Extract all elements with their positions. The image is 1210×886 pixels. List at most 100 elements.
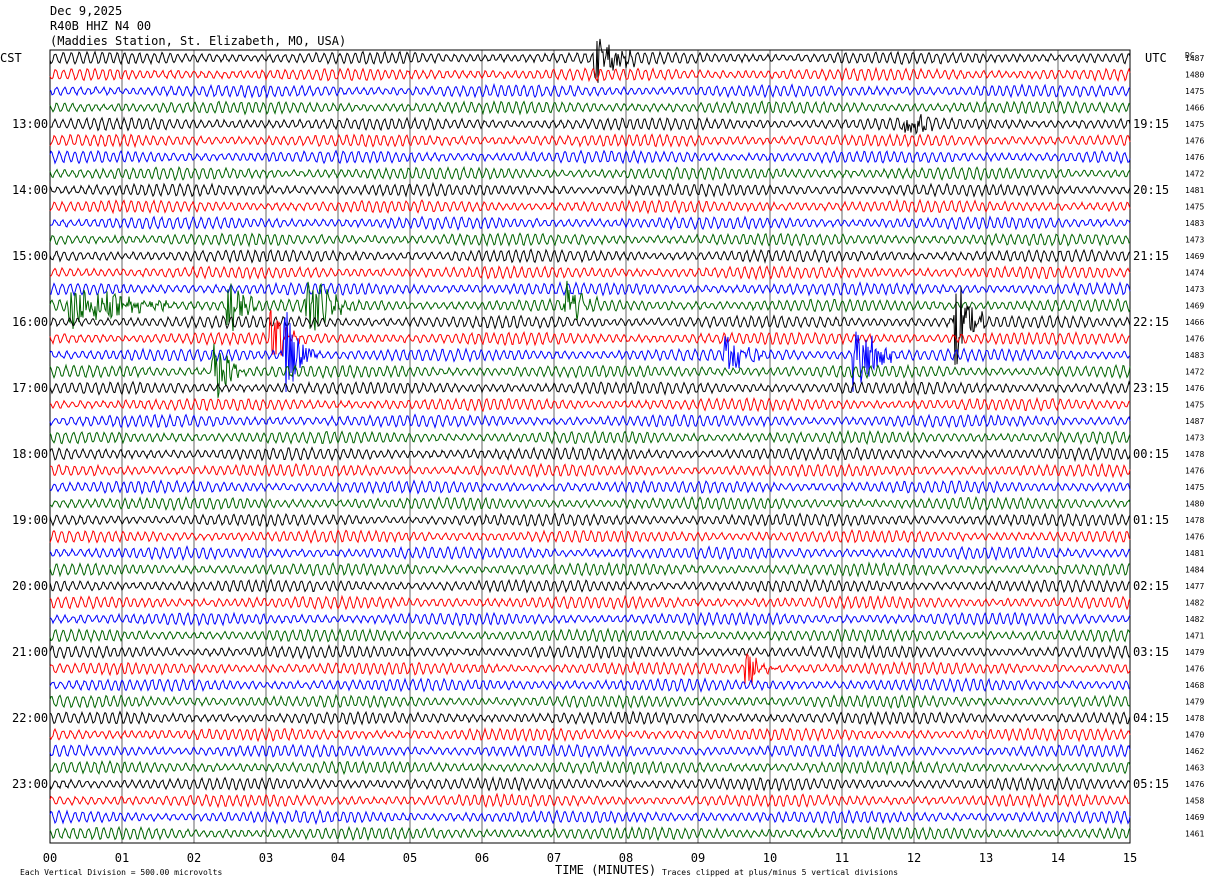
utc-time-label: 23:15 [1133, 381, 1169, 395]
cst-time-label: 13:00 [12, 117, 48, 131]
trace-line [49, 248, 1131, 264]
trace-line [49, 38, 1131, 83]
trace-line [49, 165, 1131, 182]
cst-time-label: 23:00 [12, 777, 48, 791]
dc-offset-label: 1462 [1185, 747, 1204, 756]
trace-line [49, 462, 1131, 479]
dc-offset-label: 1476 [1185, 153, 1204, 162]
dc-offset-label: 1458 [1185, 797, 1204, 806]
dc-offset-label: 1476 [1185, 533, 1204, 542]
dc-offset-label: 1461 [1185, 830, 1204, 839]
cst-time-label: 18:00 [12, 447, 48, 461]
dc-offset-label: 1472 [1185, 368, 1204, 377]
cst-time-label: 14:00 [12, 183, 48, 197]
x-tick-label: 13 [979, 851, 993, 865]
dc-offset-label: 1469 [1185, 252, 1204, 261]
x-tick-label: 01 [115, 851, 129, 865]
dc-offset-label: 1475 [1185, 203, 1204, 212]
trace-line [49, 611, 1131, 627]
dc-offset-label: 1469 [1185, 813, 1204, 822]
grid-lines [49, 49, 1131, 844]
x-tick-label: 12 [907, 851, 921, 865]
x-axis-title: TIME (MINUTES) [555, 863, 656, 877]
dc-offset-label: 1469 [1185, 302, 1204, 311]
trace-line [49, 825, 1131, 842]
x-tick-label: 04 [331, 851, 345, 865]
x-tick-label: 10 [763, 851, 777, 865]
dc-offset-label: 1487 [1185, 54, 1204, 63]
station-name: (Maddies Station, St. Elizabeth, MO, USA… [50, 34, 347, 48]
trace-line [49, 312, 1131, 393]
cst-time-label: 16:00 [12, 315, 48, 329]
trace-line [49, 710, 1131, 726]
utc-time-label: 20:15 [1133, 183, 1169, 197]
trace-line [49, 215, 1131, 231]
trace-line [49, 429, 1131, 446]
x-tick-label: 09 [691, 851, 705, 865]
trace-line [49, 561, 1131, 578]
utc-time-label: 01:15 [1133, 513, 1169, 527]
cst-time-label: 15:00 [12, 249, 48, 263]
dc-offset-label: 1468 [1185, 681, 1204, 690]
dc-offset-label: 1475 [1185, 87, 1204, 96]
trace-line [49, 594, 1131, 611]
right-axis-title: UTC [1145, 51, 1167, 65]
trace-line [49, 775, 1131, 792]
dc-offset-label: 1474 [1185, 269, 1204, 278]
x-tick-label: 08 [619, 851, 633, 865]
x-tick-label: 15 [1123, 851, 1137, 865]
dc-offset-label: 1473 [1185, 236, 1204, 245]
dc-offset-label: 1476 [1185, 665, 1204, 674]
trace-line [49, 114, 1131, 135]
dc-offset-label: 1480 [1185, 71, 1204, 80]
dc-offset-label: 1482 [1185, 615, 1204, 624]
axis-labels: 00 01 02 03 04 05 06 07 08 09 10 11 12 13 14 15 1487 1480… [12, 54, 1204, 865]
dc-offset-label: 1478 [1185, 450, 1204, 459]
dc-offset-label: 1481 [1185, 186, 1204, 195]
trace-line [49, 677, 1131, 694]
utc-time-label: 21:15 [1133, 249, 1169, 263]
utc-time-label: 05:15 [1133, 777, 1169, 791]
trace-line [49, 281, 1131, 297]
utc-time-label: 00:15 [1133, 447, 1169, 461]
utc-time-label: 02:15 [1133, 579, 1169, 593]
dc-offset-label: 1473 [1185, 434, 1204, 443]
trace-line [49, 286, 1131, 365]
dc-offset-label: 1483 [1185, 351, 1204, 360]
dc-offset-label: 1476 [1185, 137, 1204, 146]
cst-time-label: 21:00 [12, 645, 48, 659]
dc-offset-label: 1471 [1185, 632, 1204, 641]
dc-offset-label: 1463 [1185, 764, 1204, 773]
trace-line [49, 198, 1131, 215]
dc-offset-label: 1477 [1185, 582, 1204, 591]
trace-line [49, 644, 1131, 660]
x-tick-label: 07 [547, 851, 561, 865]
station-code: R40B HHZ N4 00 [50, 19, 152, 33]
trace-line [49, 446, 1131, 463]
seismic-traces [49, 38, 1131, 842]
x-tick-label: 11 [835, 851, 849, 865]
chart-date: Dec 9,2025 [50, 4, 123, 18]
trace-line [49, 280, 1131, 332]
trace-line [49, 232, 1131, 248]
dc-offset-label: 1476 [1185, 335, 1204, 344]
trace-line [49, 693, 1131, 710]
trace-line [49, 759, 1131, 776]
dc-title: DC [1185, 51, 1195, 60]
left-axis-title: CST [0, 51, 22, 65]
cst-time-label: 20:00 [12, 579, 48, 593]
dc-offset-label: 1480 [1185, 500, 1204, 509]
cst-time-label: 19:00 [12, 513, 48, 527]
trace-line [49, 528, 1131, 545]
dc-offset-label: 1482 [1185, 599, 1204, 608]
trace-line [49, 83, 1131, 99]
dc-offset-label: 1484 [1185, 566, 1204, 575]
trace-line [49, 396, 1131, 413]
trace-line [49, 479, 1131, 495]
trace-line [49, 578, 1131, 594]
trace-line [49, 792, 1131, 809]
utc-time-label: 19:15 [1133, 117, 1169, 131]
x-tick-label: 00 [43, 851, 57, 865]
trace-line [49, 380, 1131, 396]
